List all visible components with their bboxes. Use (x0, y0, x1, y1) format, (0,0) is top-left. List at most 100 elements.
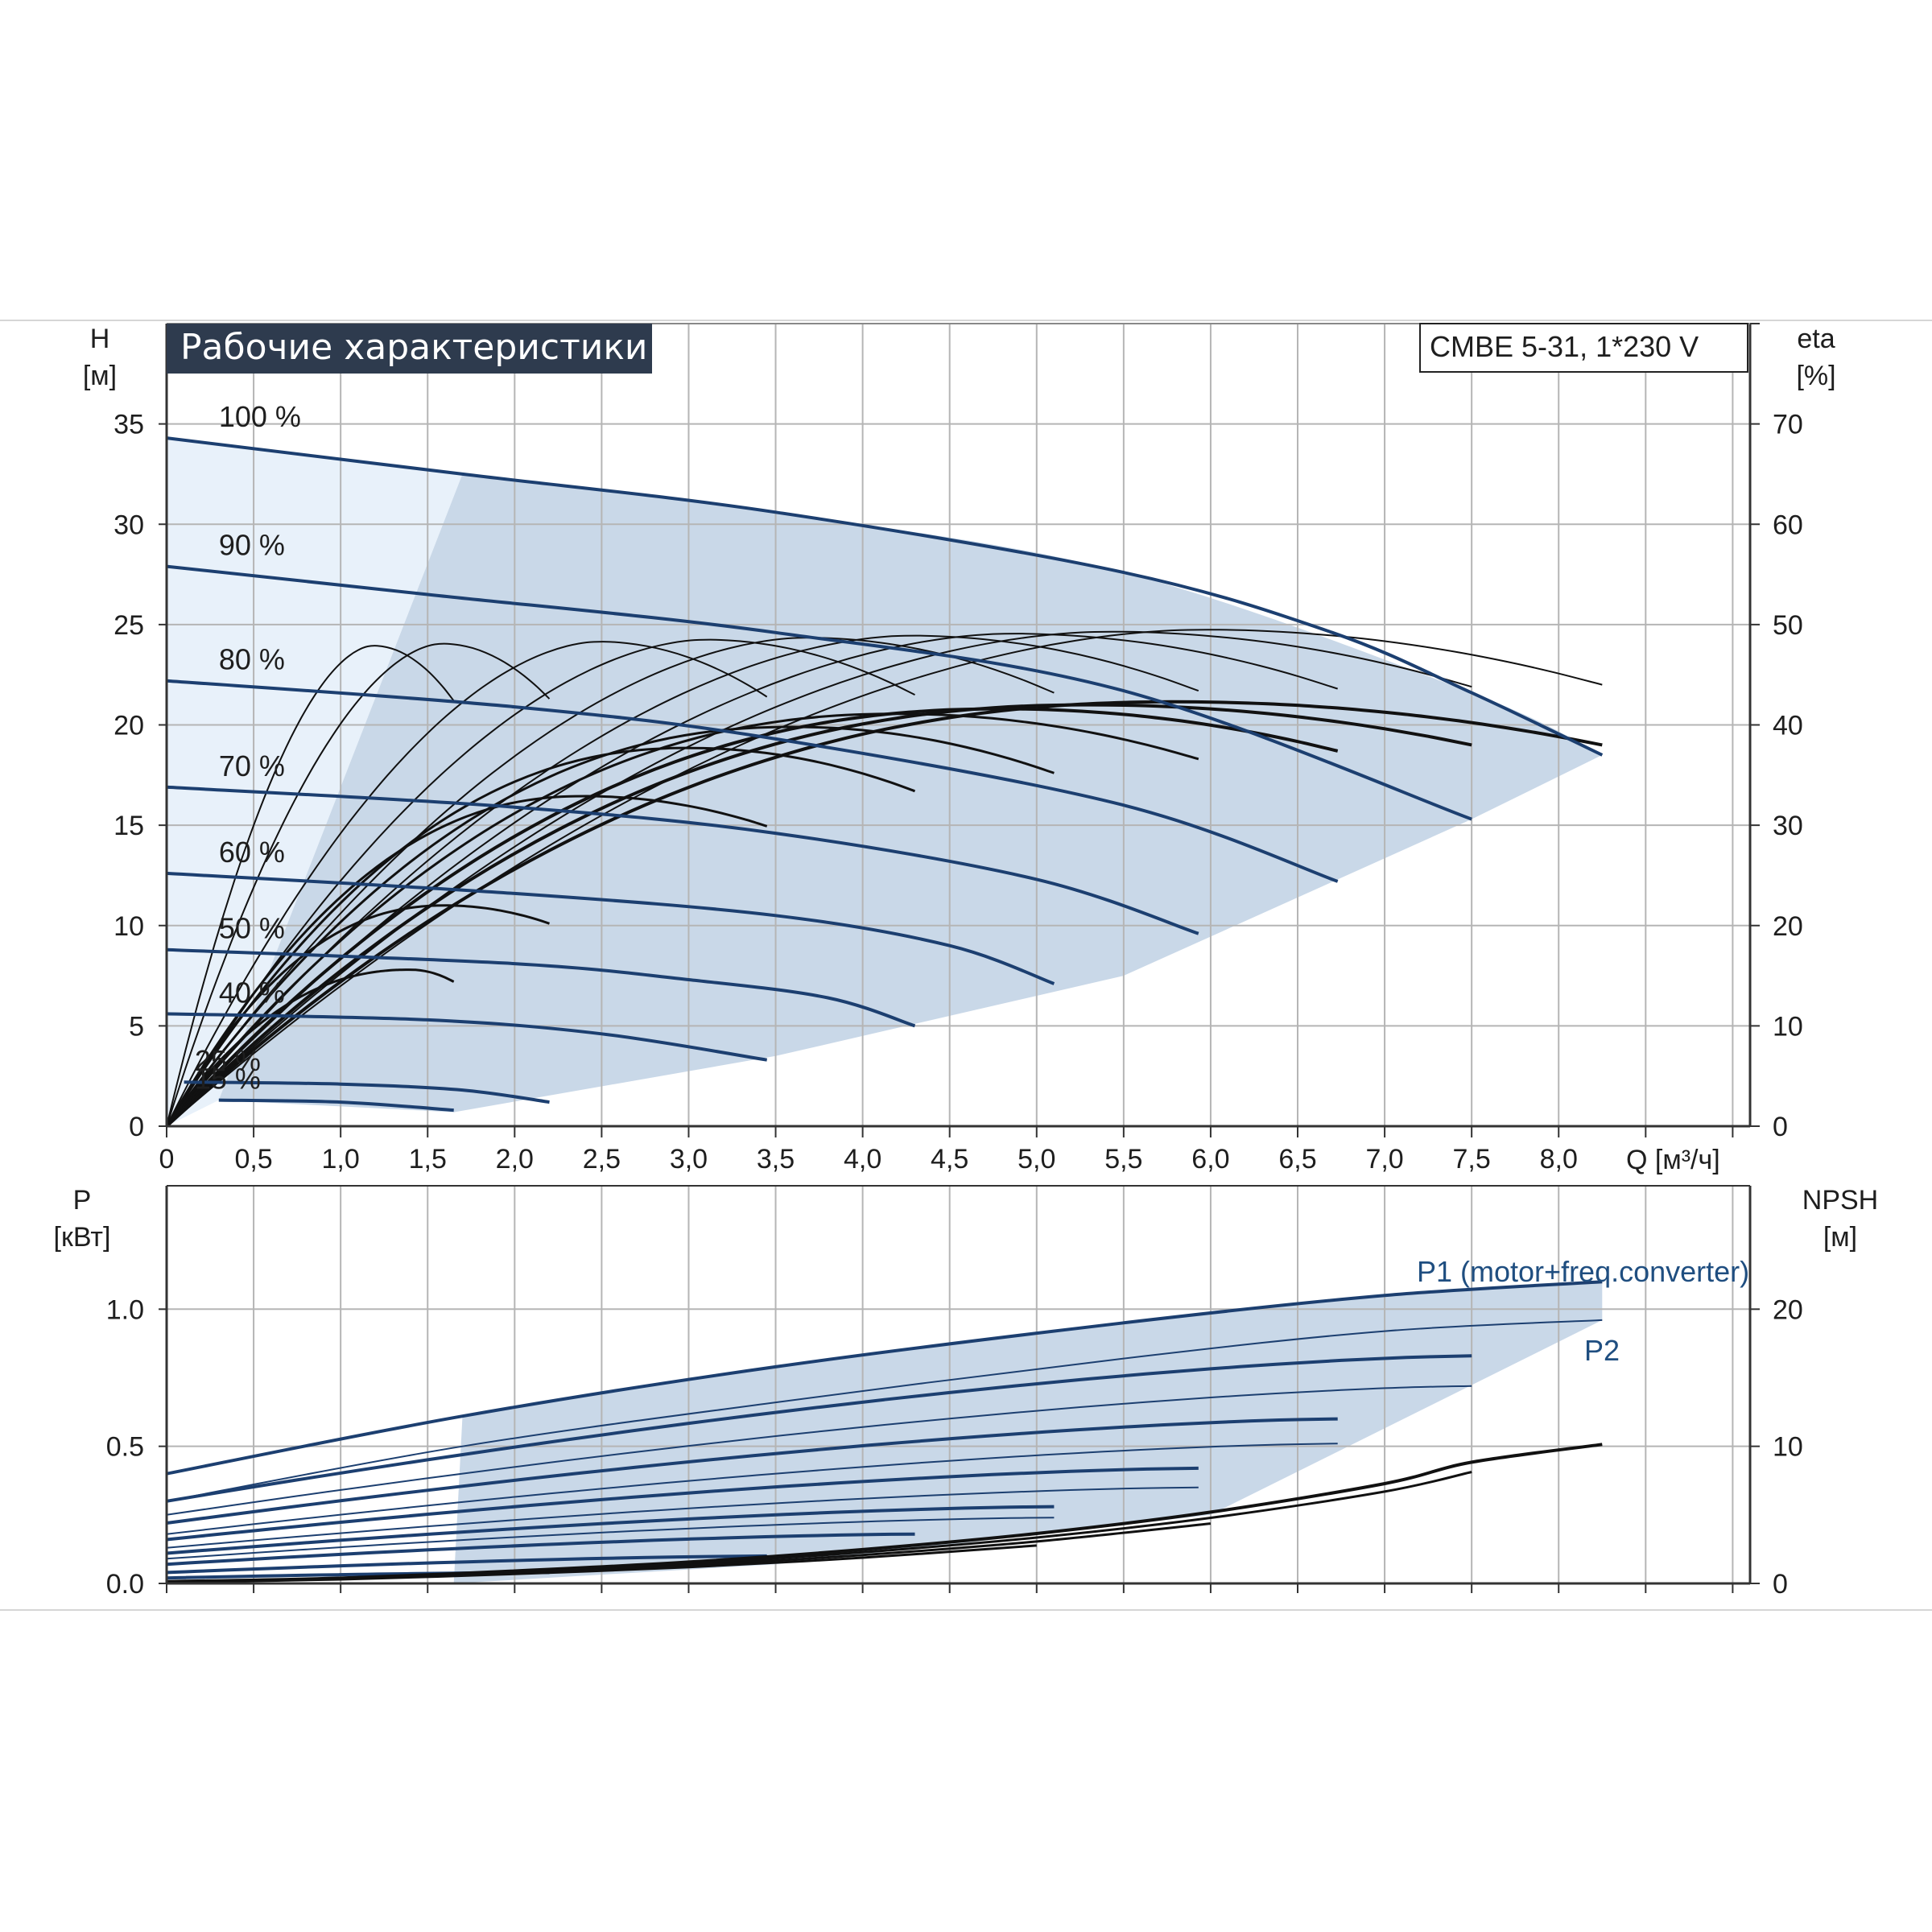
p1-speed-curve (166, 1505, 1055, 1555)
power-curves (166, 1280, 1603, 1580)
power-npsh-panel: 0.0 0.5 1.0 0 10 20 P [кВт] NPSH [м] P1 (moto… (54, 1185, 1878, 1600)
y2-tick-label: 40 (1773, 711, 1803, 741)
chart-title: Рабочие характеристики (180, 327, 648, 368)
speed-curve-label: 15 % (195, 1063, 261, 1096)
efficiency-curve-upper (166, 634, 1199, 1127)
p1-speed-curve (166, 1417, 1338, 1525)
p2-speed-curve (166, 1486, 1199, 1549)
x-tick-label: 2,5 (583, 1144, 621, 1174)
head-axes: 0 5 10 15 20 25 30 35 0 10 20 30 40 50 60 70 0 0,5 1,0 1,5 2… (114, 323, 1803, 1174)
speed-curve (166, 436, 1604, 757)
operating-area-light (167, 438, 463, 1126)
model-box (1419, 323, 1748, 373)
p1-speed-curve (166, 1354, 1472, 1503)
speed-curve (166, 871, 1055, 985)
efficiency-curve-upper (166, 642, 551, 1127)
speed-curve (218, 1098, 454, 1113)
speed-curve-label: 90 % (219, 529, 285, 562)
x-tick-label: 3,5 (757, 1144, 795, 1174)
efficiency-curve (165, 795, 768, 1127)
y2-tick-label: 0 (1773, 1112, 1788, 1142)
speed-curve (184, 1080, 550, 1104)
npsh-tick-label: 0 (1773, 1569, 1788, 1600)
efficiency-curve-upper (166, 645, 455, 1127)
npsh-tick-label: 20 (1773, 1294, 1803, 1325)
efficiency-curve-upper (166, 641, 768, 1127)
x-tick-label: 5,0 (1018, 1144, 1055, 1174)
npsh-axis-unit: [м] (1823, 1222, 1857, 1253)
y-tick-label: 5 (129, 1011, 144, 1042)
p1-speed-curve (166, 1466, 1199, 1542)
speed-curve-label: 60 % (219, 836, 285, 869)
efficiency-curve (165, 904, 550, 1127)
y2-tick-label: 10 (1773, 1011, 1803, 1042)
x-tick-label: 1,0 (322, 1144, 360, 1174)
p-tick-label: 0.0 (106, 1569, 144, 1600)
efficiency-curve-upper (166, 637, 1055, 1127)
speed-curve-label: 50 % (219, 912, 285, 945)
efficiency-curve (165, 968, 455, 1127)
efficiency-curve (165, 712, 1199, 1127)
speed-curve (166, 679, 1339, 883)
p1-speed-curve (166, 1532, 915, 1567)
y-tick-label: 20 (114, 711, 144, 741)
efficiency-curve (165, 700, 1603, 1128)
efficiency-curve-upper (166, 630, 1472, 1127)
speed-curve-label: 70 % (219, 749, 285, 782)
speed-curve-label: 100 % (219, 400, 301, 433)
p-tick-label: 0.5 (106, 1432, 144, 1463)
operating-area (167, 438, 1603, 1126)
x-tick-label: 4,0 (844, 1144, 881, 1174)
p1-speed-curve (166, 1554, 767, 1575)
npsh-axis-label: NPSH (1802, 1185, 1878, 1216)
x-axis-label: Q [м³/ч] (1626, 1145, 1720, 1175)
y-tick-label: 0 (129, 1112, 144, 1142)
x-tick-label: 8,0 (1540, 1144, 1578, 1174)
speed-curve (166, 564, 1472, 821)
efficiency-curve (165, 703, 1472, 1128)
head-efficiency-panel: 100 % 90 % 80 % 70 % 60 % 50 % 40 % 25 %15 % 0 5… (83, 323, 1836, 1175)
y2-tick-label: 20 (1773, 911, 1803, 942)
y-tick-label: 25 (114, 610, 144, 641)
y-axis-label: H (90, 324, 110, 354)
p-tick-label: 1.0 (106, 1294, 144, 1325)
speed-curve-label: 40 % (219, 976, 285, 1009)
y2-axis-label: eta (1797, 324, 1835, 354)
y2-tick-label: 60 (1773, 510, 1803, 540)
p2-series-curve (166, 1319, 1603, 1502)
y2-tick-label: 30 (1773, 811, 1803, 841)
y-tick-label: 10 (114, 911, 144, 942)
p-axis-unit: [кВт] (54, 1222, 111, 1253)
efficiency-curve-upper (166, 638, 915, 1127)
x-tick-label: 6,5 (1278, 1144, 1316, 1174)
x-tick-label: 7,5 (1453, 1144, 1491, 1174)
power-axes: 0.0 0.5 1.0 0 10 20 (106, 1185, 1803, 1600)
x-tick-label: 5,5 (1104, 1144, 1142, 1174)
p2-speed-curve (166, 1443, 1338, 1535)
p-axis-label: P (73, 1185, 92, 1216)
x-tick-label: 6,0 (1191, 1144, 1229, 1174)
efficiency-curve-upper (166, 629, 1603, 1127)
chart-title-background (167, 324, 652, 374)
speed-curve-label: 80 % (219, 643, 285, 676)
model-label: CMBE 5-31, 1*230 V (1430, 330, 1699, 363)
y2-axis-unit: [%] (1796, 361, 1835, 391)
npsh-speed-curve (166, 1544, 1037, 1583)
speed-curve-label: 25 % (195, 1044, 261, 1077)
x-tick-label: 1,5 (409, 1144, 447, 1174)
x-tick-label: 0 (159, 1144, 175, 1174)
p2-series-label: P2 (1584, 1334, 1620, 1367)
x-tick-label: 3,0 (670, 1144, 708, 1174)
y-tick-label: 15 (114, 811, 144, 841)
y2-tick-label: 50 (1773, 610, 1803, 641)
p1-series-label: P1 (motor+freq.converter) (1417, 1255, 1749, 1288)
efficiency-curve-upper (166, 633, 1338, 1127)
p2-speed-curve (166, 1385, 1472, 1516)
speed-curves: 100 % 90 % 80 % 70 % 60 % 50 % 40 % 25 %15 % (166, 400, 1604, 1113)
x-tick-label: 0,5 (234, 1144, 272, 1174)
p2-speed-curve (166, 1517, 1055, 1560)
npsh-tick-label: 10 (1773, 1432, 1803, 1463)
speed-curve (166, 785, 1199, 935)
x-tick-label: 7,0 (1365, 1144, 1403, 1174)
